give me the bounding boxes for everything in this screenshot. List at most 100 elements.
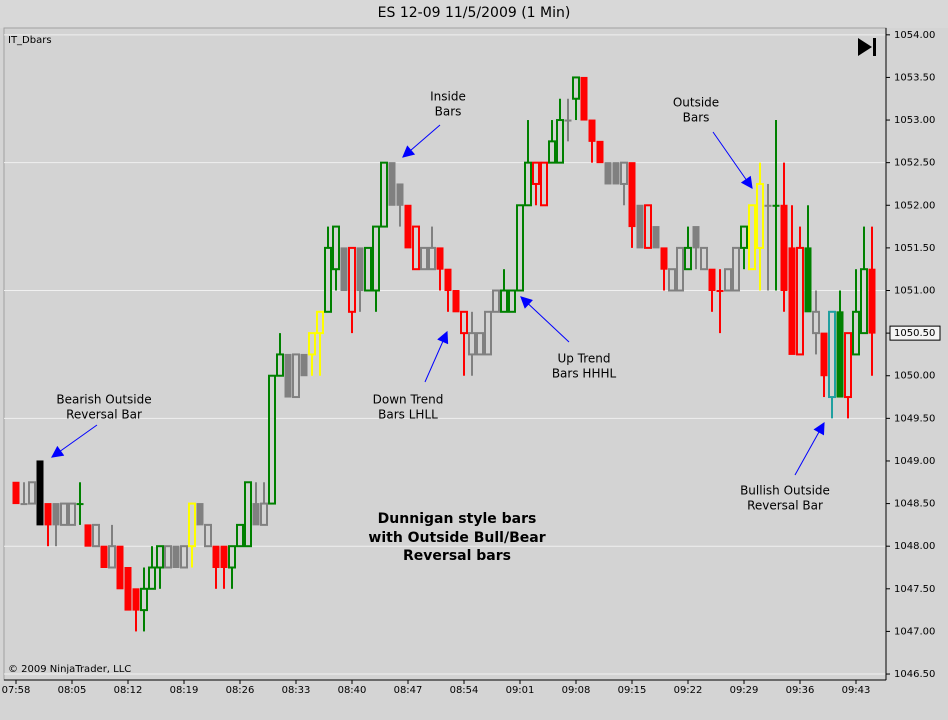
x-tick-label: 09:15: [618, 685, 647, 696]
candle-body: [588, 119, 596, 142]
y-tick-label: 1054.00: [894, 30, 935, 41]
candle-body: [476, 332, 484, 356]
candle-body: [516, 204, 524, 292]
candle-body: [76, 503, 84, 506]
arrow: [520, 296, 570, 343]
candles: [12, 76, 876, 632]
y-tick-label: 1048.50: [894, 499, 935, 510]
candle-body: [188, 502, 196, 548]
candle-body: [116, 545, 124, 590]
candle-body: [764, 204, 772, 207]
candle-body: [356, 247, 364, 292]
candle-body: [340, 247, 348, 292]
candle-body: [396, 183, 404, 206]
annotation: with Outside Bull/Bear: [368, 530, 545, 546]
play-icon[interactable]: [858, 38, 872, 56]
candle-body: [372, 225, 380, 292]
candle-body: [156, 545, 164, 569]
annotation: Bars: [683, 111, 710, 125]
axes: 1046.50 1047.00 1047.50 1048.00 1048.50 1049.…: [2, 28, 941, 696]
candle-body: [380, 161, 388, 228]
candle-body: [812, 310, 820, 335]
arrow: [712, 131, 753, 189]
annotation: Up Trend: [557, 352, 610, 366]
candle-body: [108, 545, 116, 569]
chart-title: ES 12-09 11/5/2009 (1 Min): [378, 5, 571, 21]
candle-body: [196, 503, 204, 526]
annotation: Reversal Bar: [66, 408, 142, 422]
candle-body: [868, 268, 876, 334]
candle-body: [612, 162, 620, 185]
candle-body: [420, 246, 428, 271]
candle-body: [260, 502, 268, 526]
candle-body: [580, 76, 588, 121]
candle-body: [68, 502, 76, 526]
y-tick-label: 1046.50: [894, 669, 935, 680]
candle-body: [716, 290, 724, 293]
candle-body: [660, 247, 668, 270]
candle-body: [436, 247, 444, 270]
end-bar-icon[interactable]: [873, 38, 876, 56]
x-tick-label: 09:29: [730, 685, 759, 696]
candle-body: [12, 481, 20, 505]
x-tick-label: 09:43: [842, 685, 871, 696]
x-tick-label: 08:19: [170, 685, 199, 696]
candle-body: [460, 310, 468, 335]
candle-body: [244, 481, 252, 548]
y-tick-label: 1053.00: [894, 115, 935, 126]
candle-body: [556, 119, 564, 164]
candle-body: [636, 204, 644, 249]
candle-body: [772, 204, 780, 207]
indicator-label: IT_Dbars: [8, 35, 52, 46]
x-tick-label: 08:33: [282, 685, 311, 696]
candle-body: [220, 545, 228, 568]
candle-body: [524, 161, 532, 207]
candle-body: [28, 481, 36, 505]
x-tick-label: 09:01: [506, 685, 535, 696]
candle-body: [748, 204, 756, 271]
annotation: Reversal Bar: [747, 499, 823, 513]
candle-body: [676, 246, 684, 292]
last-price-box: [889, 325, 941, 341]
candle-body: [428, 246, 436, 271]
candle-body: [724, 268, 732, 292]
candle-body: [628, 162, 636, 228]
x-tick-label: 08:26: [226, 685, 255, 696]
candle-body: [732, 246, 740, 292]
x-tick-label: 08:40: [338, 685, 367, 696]
candle-body: [172, 545, 180, 568]
candle-body: [324, 246, 332, 313]
candle-body: [484, 310, 492, 356]
candle-body: [644, 204, 652, 249]
x-tick-label: 09:36: [786, 685, 815, 696]
candle-body: [756, 182, 764, 249]
annotation: Bearish Outside: [56, 393, 151, 407]
copyright: © 2009 NinjaTrader, LLC: [8, 664, 131, 675]
candle-body: [548, 140, 556, 164]
candle-body: [252, 503, 260, 526]
candle-body: [52, 503, 60, 526]
candle-body: [124, 566, 132, 611]
y-tick-label: 1047.00: [894, 626, 935, 637]
candle-body: [204, 523, 212, 548]
candle-body: [700, 246, 708, 271]
candle-body: [820, 332, 828, 377]
candle-body: [36, 460, 44, 526]
candle-body: [796, 246, 804, 356]
annotation: Bars LHLL: [378, 408, 438, 422]
candle-body: [276, 353, 284, 377]
candle-body: [692, 226, 700, 249]
candle-body: [532, 161, 540, 185]
candle-body: [540, 161, 548, 207]
candle-body: [668, 268, 676, 292]
candle-body: [316, 310, 324, 335]
candle-body: [804, 247, 812, 313]
y-tick-label: 1053.50: [894, 72, 935, 83]
scroll-end-icon[interactable]: [858, 38, 876, 56]
candle-body: [564, 119, 572, 122]
y-tick-label: 1051.00: [894, 286, 935, 297]
candle-body: [684, 246, 692, 271]
annotation: Bullish Outside: [740, 484, 830, 498]
candle-body: [180, 545, 188, 569]
candle-body: [132, 588, 140, 611]
